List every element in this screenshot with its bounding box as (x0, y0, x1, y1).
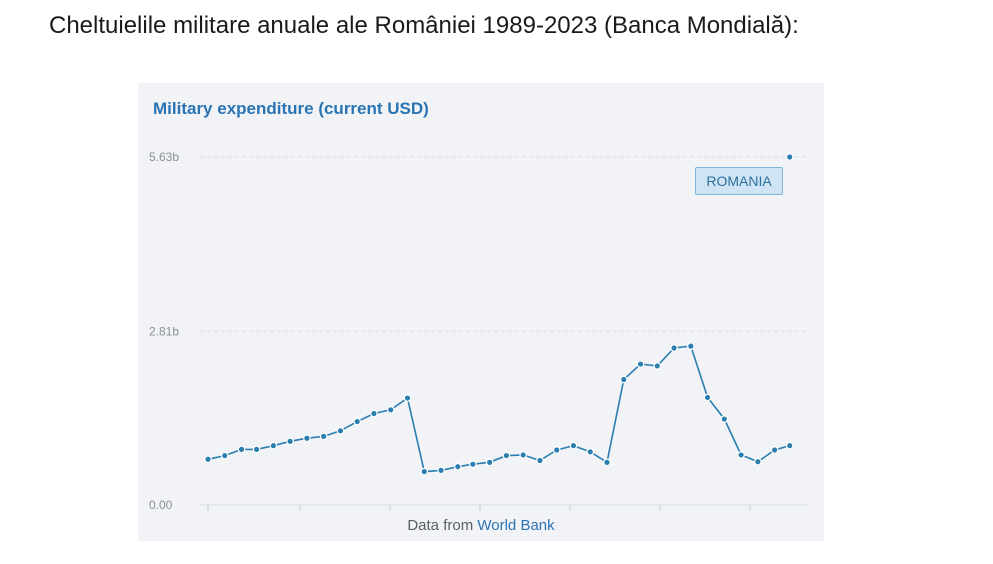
y-tick-label: 5.63b (149, 150, 179, 164)
data-point (303, 434, 311, 443)
data-point (286, 437, 294, 446)
data-point (502, 451, 511, 460)
data-point (636, 360, 645, 368)
data-point (220, 451, 229, 460)
data-point (619, 375, 628, 384)
data-point (687, 342, 695, 350)
data-point (370, 409, 378, 418)
data-point (252, 445, 261, 454)
chart-card: Military expenditure (current USD) 0.00 2… (138, 83, 824, 541)
data-point (353, 417, 362, 426)
chart-source: Data from World Bank (138, 517, 824, 534)
data-point (770, 446, 779, 454)
source-link[interactable]: World Bank (477, 517, 555, 534)
data-point (453, 462, 462, 471)
data-point (785, 441, 794, 450)
data-point (437, 466, 445, 475)
data-point (336, 427, 345, 435)
data-point (269, 441, 278, 450)
series-line (207, 345, 790, 473)
data-point (469, 460, 477, 469)
data-point (485, 458, 494, 467)
data-point (720, 415, 729, 423)
data-point (754, 457, 762, 466)
data-point (569, 441, 578, 450)
source-prefix: Data from (407, 517, 474, 534)
data-point (319, 432, 328, 441)
page-heading: Cheltuielile militare anuale ale Românie… (49, 12, 799, 39)
data-point (703, 393, 712, 402)
data-point (670, 344, 678, 352)
y-tick-label: 0.00 (149, 498, 173, 512)
data-point (420, 467, 429, 476)
data-point (536, 456, 544, 465)
data-point (403, 394, 412, 402)
data-point (737, 451, 745, 459)
series-label[interactable]: ROMANIA (695, 167, 783, 195)
data-point (603, 458, 611, 467)
data-point (785, 153, 794, 161)
chart-plot: 0.00 2.81b 5.63b (149, 150, 808, 512)
data-point (204, 455, 212, 464)
data-point (519, 451, 527, 459)
data-point (552, 446, 561, 454)
data-point (386, 406, 395, 414)
data-point (653, 362, 662, 370)
data-point (237, 445, 246, 454)
y-tick-label: 2.81b (149, 324, 179, 338)
chart-title: Military expenditure (current USD) (153, 99, 429, 118)
data-point (586, 448, 595, 456)
